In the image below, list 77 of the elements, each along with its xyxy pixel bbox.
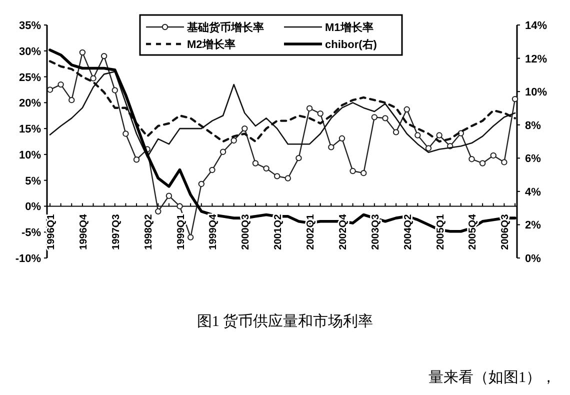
point — [176, 203, 183, 210]
point — [112, 87, 118, 94]
point — [350, 168, 356, 174]
y-tick-label: -5% — [21, 227, 42, 240]
point — [230, 137, 237, 144]
point — [274, 173, 280, 180]
x-tick-label: 1996Q4 — [78, 214, 90, 250]
y2-tick-label: 6% — [525, 153, 542, 166]
point — [512, 96, 518, 102]
point — [436, 132, 442, 138]
point — [46, 86, 54, 93]
point — [133, 156, 140, 163]
point — [392, 129, 400, 136]
point — [371, 114, 378, 120]
point — [166, 192, 172, 199]
legend-label: M1增长率 — [325, 21, 374, 34]
x-tick-label: 2005Q1 — [435, 214, 446, 250]
y2-tick-label: 14% — [525, 20, 548, 32]
point — [242, 125, 248, 132]
point — [155, 208, 162, 214]
y-tick-label: 10% — [18, 149, 42, 162]
point — [252, 160, 259, 166]
y2-tick-label: 2% — [525, 220, 542, 232]
point — [263, 165, 270, 172]
y2-tick-label: 0% — [525, 253, 542, 265]
point — [490, 152, 496, 159]
y2-tick-label: 10% — [525, 86, 548, 99]
point — [317, 110, 324, 117]
point — [122, 130, 129, 137]
point — [209, 166, 216, 174]
y2-tick-label: 12% — [525, 53, 548, 66]
x-tick-label: 1999Q4 — [208, 214, 220, 250]
point — [58, 81, 64, 88]
y-tick-label: 15% — [18, 124, 42, 136]
point — [90, 75, 96, 82]
point — [404, 106, 410, 112]
point — [501, 159, 508, 166]
point — [338, 135, 346, 142]
y-tick-label: -10% — [15, 253, 42, 265]
y-tick-label: 5% — [25, 175, 42, 188]
y2-tick-label: 8% — [525, 120, 542, 132]
point — [79, 49, 86, 56]
y-tick-label: 35% — [18, 20, 42, 32]
point — [425, 145, 432, 152]
point — [187, 234, 194, 240]
legend-label: chibor(右) — [325, 38, 378, 51]
point — [296, 154, 302, 162]
point — [414, 132, 421, 138]
x-tick-label: 1998Q2 — [143, 214, 154, 250]
y2-tick-label: 4% — [525, 186, 542, 198]
point — [479, 160, 486, 166]
x-tick-label: 2003Q3 — [370, 214, 382, 250]
point — [306, 105, 313, 112]
point — [100, 52, 108, 60]
x-tick-label: 2000Q3 — [240, 214, 252, 250]
x-tick-label: 2005Q4 — [468, 214, 479, 250]
y-tick-label: 30% — [18, 46, 42, 58]
point — [284, 175, 292, 182]
point — [328, 144, 334, 150]
point — [360, 170, 367, 176]
point — [382, 115, 388, 122]
x-tick-label: 1999Q1 — [176, 214, 187, 250]
point — [220, 148, 226, 155]
x-tick-label: 2006Q3 — [500, 214, 512, 250]
point — [468, 156, 475, 162]
legend-label: M2增长率 — [187, 38, 236, 51]
text: 图1 货币供应量和市场利率 — [196, 313, 374, 330]
x-tick-label: 1997Q3 — [110, 214, 122, 250]
x-tick-label: 1996Q1 — [46, 214, 57, 250]
x-tick-label: 2002Q1 — [306, 214, 317, 250]
y-tick-label: 0% — [25, 201, 42, 214]
point — [68, 96, 75, 104]
text: 量来看（如图1）， — [428, 369, 556, 386]
point — [198, 180, 204, 188]
y-tick-label: 25% — [18, 72, 42, 84]
y-tick-label: 20% — [18, 98, 42, 110]
legend-label: 基础货币增长率 — [186, 21, 264, 34]
